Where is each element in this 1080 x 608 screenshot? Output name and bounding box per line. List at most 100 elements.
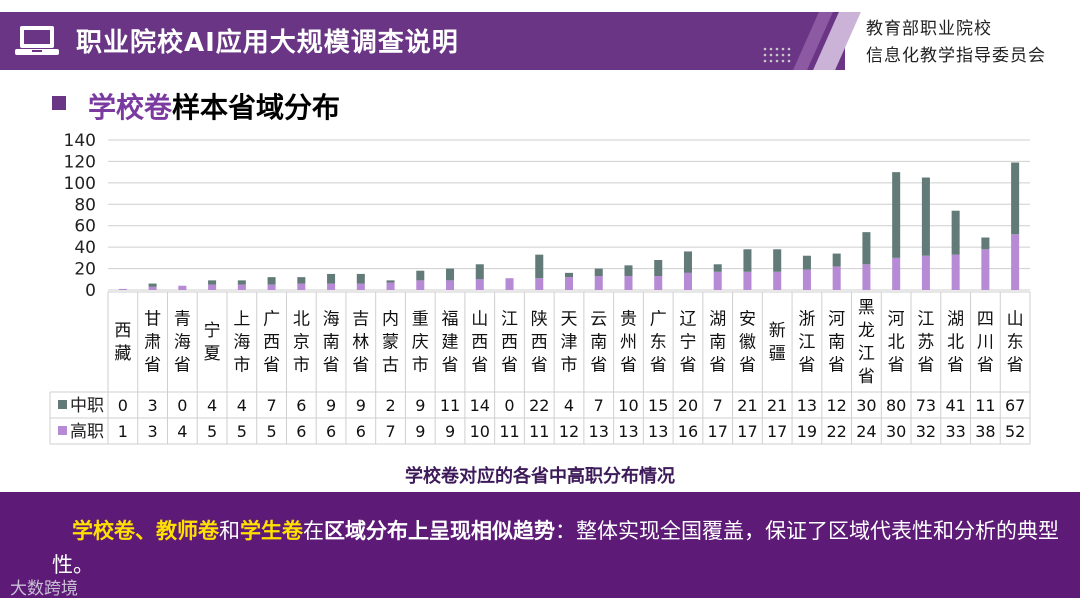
bar-zhongzhi [416,270,425,281]
bar-gaozhi [951,254,960,290]
bar-zhongzhi [297,277,306,284]
bar-gaozhi [148,286,157,290]
y-tick-label: 60 [74,217,96,237]
data-label-zhongzhi: 67 [1005,396,1025,415]
category-label: 陕西省 [531,310,548,376]
data-label-gaozhi: 5 [266,422,276,441]
footer-keyword-teacher: 教师卷 [156,519,219,543]
data-label-zhongzhi: 9 [356,396,366,415]
footer-keyword-student: 学生卷 [240,519,303,543]
bar-zhongzhi [624,265,633,277]
data-label-gaozhi: 12 [559,422,579,441]
data-label-gaozhi: 6 [326,422,336,441]
bar-gaozhi [178,285,187,290]
organization-name: 教育部职业院校 信息化教学指导委员会 [866,16,1076,70]
category-label: 北京市 [293,310,310,376]
data-label-zhongzhi: 2 [385,396,395,415]
category-label: 上海市 [233,310,250,376]
data-label-zhongzhi: 4 [564,396,574,415]
data-label-zhongzhi: 9 [415,396,425,415]
bar-gaozhi [624,276,633,290]
bar-zhongzhi [892,172,901,258]
data-label-gaozhi: 11 [529,422,549,441]
category-label: 辽宁省 [679,310,696,376]
data-label-gaozhi: 52 [1005,422,1025,441]
category-label: 江苏省 [917,310,934,376]
footer-text: 学校卷、教师卷和学生卷在区域分布上呈现相似趋势：整体实现全国覆盖，保证了区域代表… [52,514,1062,582]
header-bar [0,12,845,70]
data-label-zhongzhi: 20 [678,396,698,415]
category-label: 贵州省 [620,310,637,376]
data-label-zhongzhi: 21 [737,396,757,415]
bar-zhongzhi [862,232,871,265]
category-label: 新疆 [769,321,786,364]
watermark: 大数跨境 [10,579,78,599]
data-label-zhongzhi: 6 [296,396,306,415]
data-label-zhongzhi: 22 [529,396,549,415]
footer-keyword-school: 学校卷 [72,519,135,543]
section-title-highlight: 学校卷 [88,91,173,124]
bar-zhongzhi [1011,162,1020,235]
footer-bold-phrase: 区域分布上呈现相似趋势 [324,519,555,543]
page-title: 职业院校AI应用大规模调查说明 [76,28,459,58]
category-label: 山西省 [471,310,488,376]
data-label-gaozhi: 6 [296,422,306,441]
bar-gaozhi [862,264,871,290]
bar-gaozhi [802,269,811,290]
bar-gaozhi [535,278,544,290]
bar-zhongzhi [773,249,782,272]
y-tick-label: 40 [74,238,96,258]
footer-banner [0,492,1080,598]
category-label: 宁夏 [204,321,221,364]
data-label-gaozhi: 30 [886,422,906,441]
bar-gaozhi [386,282,395,290]
data-label-gaozhi: 10 [470,422,490,441]
bar-zhongzhi [743,249,752,272]
data-label-gaozhi: 5 [237,422,247,441]
section-bullet [52,96,66,110]
data-label-zhongzhi: 9 [326,396,336,415]
legend-label: 高职 [70,422,104,442]
bar-zhongzhi [832,253,841,267]
bar-gaozhi [356,283,365,290]
y-tick-label: 120 [64,152,96,172]
legend-swatch [58,426,67,435]
category-label: 湖南省 [709,310,726,376]
data-label-gaozhi: 16 [678,422,698,441]
y-tick-label: 80 [74,195,96,215]
bar-gaozhi [832,266,841,290]
data-label-zhongzhi: 21 [767,396,787,415]
bar-gaozhi [1011,234,1020,290]
bar-gaozhi [564,277,574,290]
bar-zhongzhi [802,255,811,270]
category-label: 天津市 [561,310,578,376]
category-label: 广东省 [650,310,667,376]
data-label-zhongzhi: 0 [118,396,128,415]
legend-swatch [58,400,67,409]
bar-gaozhi [981,249,990,290]
data-label-gaozhi: 9 [445,422,455,441]
category-label: 湖北省 [947,310,964,376]
chart-caption: 学校卷对应的各省中高职分布情况 [405,466,675,487]
data-label-gaozhi: 33 [945,422,965,441]
data-label-zhongzhi: 15 [648,396,668,415]
data-label-gaozhi: 3 [148,422,158,441]
laptop-icon [15,26,59,55]
data-label-zhongzhi: 7 [266,396,276,415]
data-label-gaozhi: 13 [648,422,668,441]
stacked-bar-chart: 020406080100120140西藏甘肃省青海省宁夏上海市广西省北京市海南省… [49,131,1031,445]
bar-zhongzhi [654,260,663,277]
data-label-gaozhi: 7 [385,422,395,441]
section-title: 学校卷样本省域分布 [88,86,340,126]
section-title-rest: 样本省域分布 [172,91,341,124]
data-label-gaozhi: 11 [499,422,519,441]
bar-gaozhi [505,278,514,290]
data-label-zhongzhi: 14 [470,396,490,415]
data-label-zhongzhi: 0 [177,396,187,415]
category-label: 内蒙古 [382,310,399,376]
bar-zhongzhi [237,280,246,285]
org-line-2: 信息化教学指导委员会 [866,46,1046,66]
data-label-zhongzhi: 3 [148,396,158,415]
data-label-gaozhi: 17 [737,422,757,441]
data-label-gaozhi: 32 [916,422,936,441]
